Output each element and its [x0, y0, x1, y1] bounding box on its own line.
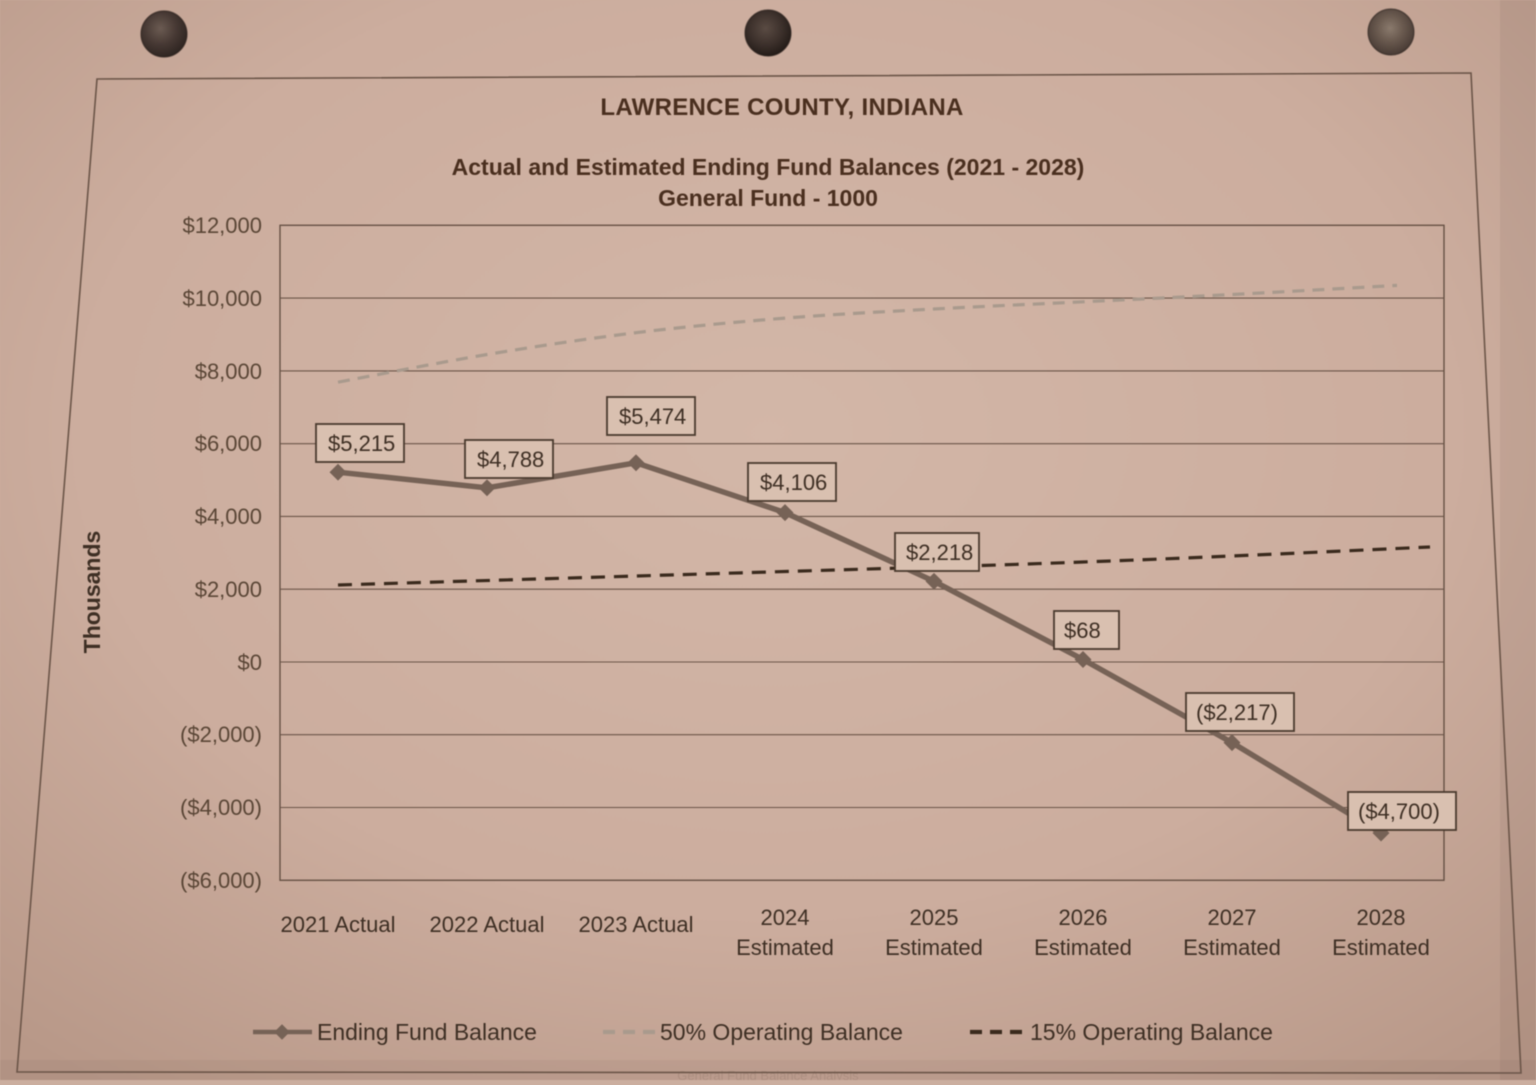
- svg-text:$68: $68: [1064, 618, 1101, 643]
- svg-text:2024: 2024: [761, 905, 810, 930]
- svg-text:($4,000): ($4,000): [180, 795, 262, 820]
- svg-text:($2,000): ($2,000): [180, 722, 262, 747]
- svg-text:2021 Actual: 2021 Actual: [281, 912, 396, 937]
- svg-text:Estimated: Estimated: [1183, 935, 1281, 960]
- svg-text:15% Operating Balance: 15% Operating Balance: [1030, 1019, 1273, 1045]
- svg-text:$10,000: $10,000: [182, 286, 262, 311]
- svg-text:($4,700): ($4,700): [1358, 799, 1440, 824]
- svg-text:2026: 2026: [1059, 905, 1108, 930]
- svg-text:Estimated: Estimated: [885, 935, 983, 960]
- svg-text:Thousands: Thousands: [79, 531, 105, 654]
- svg-text:Estimated: Estimated: [736, 935, 834, 960]
- svg-text:$5,474: $5,474: [619, 404, 686, 429]
- svg-text:$8,000: $8,000: [195, 359, 262, 384]
- svg-text:$4,000: $4,000: [195, 504, 262, 529]
- svg-text:2025: 2025: [910, 905, 959, 930]
- svg-text:$4,788: $4,788: [477, 447, 544, 472]
- svg-text:50% Operating Balance: 50% Operating Balance: [660, 1019, 903, 1045]
- svg-text:Actual and Estimated Ending Fu: Actual and Estimated Ending Fund Balance…: [452, 154, 1085, 180]
- svg-text:$5,215: $5,215: [328, 431, 395, 456]
- svg-text:($6,000): ($6,000): [180, 868, 262, 893]
- svg-text:$2,000: $2,000: [195, 577, 262, 602]
- svg-text:2027: 2027: [1208, 905, 1257, 930]
- svg-text:$4,106: $4,106: [760, 470, 827, 495]
- svg-text:2028: 2028: [1357, 905, 1406, 930]
- svg-text:Estimated: Estimated: [1332, 935, 1430, 960]
- svg-text:($2,217): ($2,217): [1196, 700, 1278, 725]
- svg-text:General Fund - 1000: General Fund - 1000: [658, 185, 878, 211]
- svg-text:Estimated: Estimated: [1034, 935, 1132, 960]
- svg-text:Ending Fund Balance: Ending Fund Balance: [317, 1019, 537, 1045]
- svg-text:General Fund Balance Analysis: General Fund Balance Analysis: [677, 1068, 859, 1080]
- svg-text:$12,000: $12,000: [182, 213, 262, 238]
- svg-text:LAWRENCE COUNTY, INDIANA: LAWRENCE COUNTY, INDIANA: [600, 94, 963, 121]
- svg-text:$0: $0: [238, 650, 262, 675]
- svg-text:$6,000: $6,000: [195, 431, 262, 456]
- svg-text:2023 Actual: 2023 Actual: [579, 912, 694, 937]
- svg-text:$2,218: $2,218: [906, 540, 973, 565]
- svg-text:2022 Actual: 2022 Actual: [430, 912, 545, 937]
